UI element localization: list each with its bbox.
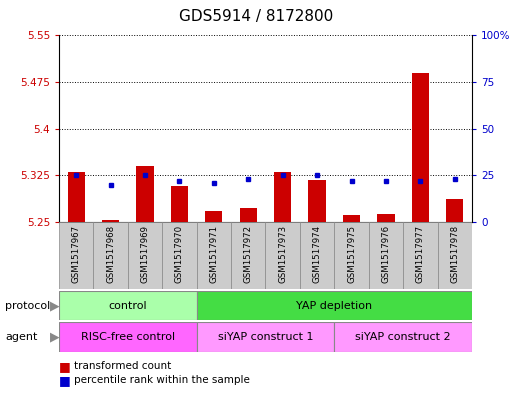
Text: GSM1517968: GSM1517968	[106, 225, 115, 283]
Text: ■: ■	[59, 374, 71, 387]
Bar	[162, 222, 196, 289]
Text: GSM1517976: GSM1517976	[382, 225, 390, 283]
Bar	[240, 208, 257, 222]
Bar	[68, 172, 85, 222]
Bar	[136, 166, 153, 222]
Bar	[438, 222, 472, 289]
Bar	[196, 222, 231, 289]
Text: GSM1517971: GSM1517971	[209, 225, 219, 283]
Text: ▶: ▶	[50, 331, 60, 343]
Text: GSM1517967: GSM1517967	[72, 225, 81, 283]
Bar	[274, 172, 291, 222]
Bar	[102, 220, 119, 222]
Bar	[171, 186, 188, 222]
Bar	[403, 222, 438, 289]
Text: GSM1517975: GSM1517975	[347, 225, 356, 283]
Text: protocol: protocol	[5, 301, 50, 310]
Bar	[334, 322, 472, 352]
Text: control: control	[109, 301, 147, 310]
Text: GSM1517969: GSM1517969	[141, 225, 149, 283]
Bar	[446, 199, 463, 222]
Bar	[196, 291, 472, 320]
Bar	[334, 222, 369, 289]
Text: GSM1517973: GSM1517973	[278, 225, 287, 283]
Text: GSM1517972: GSM1517972	[244, 225, 253, 283]
Bar	[369, 222, 403, 289]
Text: transformed count: transformed count	[74, 361, 172, 371]
Bar	[343, 215, 360, 222]
Text: GDS5914 / 8172800: GDS5914 / 8172800	[180, 9, 333, 24]
Text: GSM1517970: GSM1517970	[175, 225, 184, 283]
Bar	[300, 222, 334, 289]
Bar	[378, 214, 394, 222]
Bar	[412, 73, 429, 222]
Bar	[59, 291, 196, 320]
Text: GSM1517978: GSM1517978	[450, 225, 459, 283]
Text: ▶: ▶	[50, 299, 60, 312]
Bar	[205, 211, 223, 222]
Bar	[93, 222, 128, 289]
Bar	[59, 322, 196, 352]
Text: agent: agent	[5, 332, 37, 342]
Bar	[196, 322, 334, 352]
Bar	[308, 180, 326, 222]
Text: siYAP construct 1: siYAP construct 1	[218, 332, 313, 342]
Bar	[265, 222, 300, 289]
Text: ■: ■	[59, 360, 71, 373]
Bar	[128, 222, 162, 289]
Bar	[231, 222, 266, 289]
Text: siYAP construct 2: siYAP construct 2	[356, 332, 451, 342]
Text: RISC-free control: RISC-free control	[81, 332, 175, 342]
Text: GSM1517977: GSM1517977	[416, 225, 425, 283]
Text: GSM1517974: GSM1517974	[312, 225, 322, 283]
Bar	[59, 222, 93, 289]
Text: YAP depletion: YAP depletion	[296, 301, 372, 310]
Text: percentile rank within the sample: percentile rank within the sample	[74, 375, 250, 386]
